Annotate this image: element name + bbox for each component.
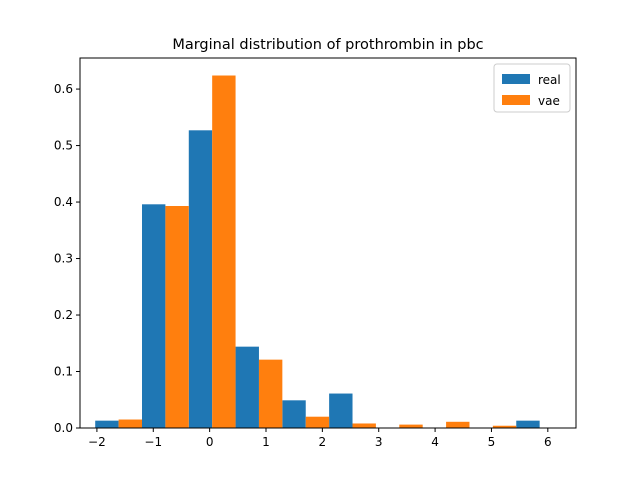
bar-vae-1 (165, 206, 189, 428)
legend-label-real: real (538, 73, 561, 87)
y-tick-label: 0.2 (54, 308, 73, 322)
bar-real-9 (516, 420, 540, 428)
x-tick-label: −1 (144, 435, 162, 449)
y-tick-label: 0.6 (54, 82, 73, 96)
bars-layer (95, 75, 540, 429)
legend: real vae (493, 63, 571, 113)
y-tick-label: 0.5 (54, 139, 73, 153)
x-tick-label: 2 (319, 435, 327, 449)
legend-swatch-real (502, 74, 530, 84)
bar-real-3 (235, 346, 259, 428)
y-axis: 0.0 0.1 0.2 0.3 0.4 0.5 0.6 (54, 82, 80, 435)
bar-vae-0 (118, 419, 142, 428)
y-tick-label: 0.4 (54, 195, 73, 209)
bar-real-0 (95, 420, 119, 428)
bar-real-2 (188, 130, 213, 428)
bar-vae-8 (492, 425, 517, 428)
legend-label-vae: vae (538, 94, 560, 108)
bar-vae-5 (352, 423, 376, 428)
axes-frame (79, 57, 577, 429)
bar-vae-2 (212, 75, 236, 429)
y-tick-label: 0.1 (54, 365, 73, 379)
x-tick-label: 3 (375, 435, 383, 449)
x-tick-label: 4 (431, 435, 439, 449)
bar-real-5 (329, 393, 353, 428)
y-tick-label: 0.0 (54, 421, 73, 435)
legend-swatch-vae (502, 95, 530, 105)
bar-vae-3 (258, 359, 283, 428)
x-axis: −2 −1 0 1 2 3 4 5 6 (88, 428, 552, 449)
bar-real-1 (142, 204, 166, 428)
bar-vae-6 (399, 424, 423, 428)
x-tick-label: 5 (488, 435, 496, 449)
x-tick-label: 0 (206, 435, 214, 449)
bar-vae-4 (305, 416, 330, 428)
bar-vae-7 (446, 421, 470, 428)
bar-real-4 (282, 400, 306, 428)
chart-title: Marginal distribution of prothrombin in … (172, 37, 483, 53)
y-tick-label: 0.3 (54, 252, 73, 266)
x-tick-label: −2 (88, 435, 106, 449)
x-tick-label: 6 (544, 435, 552, 449)
x-tick-label: 1 (262, 435, 270, 449)
